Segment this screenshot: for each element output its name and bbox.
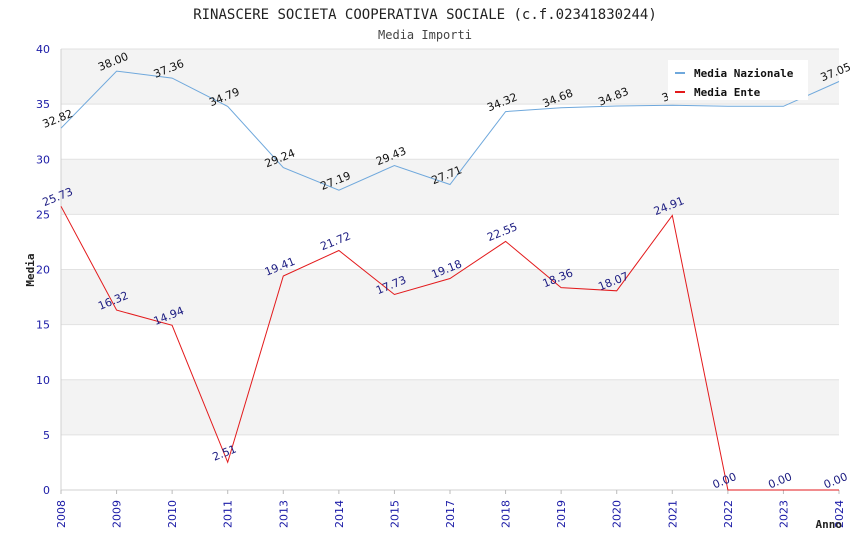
x-tick-label: 2022 [722,500,735,528]
grid-band [61,379,839,435]
y-tick-label: 30 [36,153,50,166]
x-tick-label: 2020 [611,500,624,528]
series-line-media-ente [60,206,839,491]
legend-entry: Media Nazionale [694,67,794,80]
data-label: 0.00 [711,470,739,491]
legend-entry: Media Ente [694,86,761,99]
x-tick-label: 2014 [333,500,346,528]
x-tick-label: 2024 [833,500,846,528]
x-tick-label: 2021 [666,500,679,528]
data-label: 2.51 [211,442,239,463]
y-axis-label: Media [24,253,37,286]
x-tick-label: 2015 [388,500,401,528]
x-axis-label: Anno [816,518,843,531]
y-tick-label: 10 [36,374,50,387]
series-line-media-nazionale [60,70,840,191]
x-tick-label: 2009 [111,500,124,528]
x-tick-label: 2019 [555,500,568,528]
y-tick-label: 0 [43,484,50,497]
chart-title: RINASCERE SOCIETA COOPERATIVA SOCIALE (c… [193,7,657,23]
axes: 0 5 10 15 20 25 30 35 40 2008 2009 2010 2011 2013 2014… [36,43,846,528]
grid-band [61,159,839,215]
y-tick-label: 15 [36,319,50,332]
y-tick-label: 25 [36,208,50,221]
legend-box [668,60,808,100]
data-label: 0.00 [822,470,850,491]
x-tick-label: 2013 [277,500,290,528]
x-tick-label: 2008 [55,500,68,528]
chart-subtitle: Media Importi [378,28,472,42]
x-tick-label: 2010 [166,500,179,528]
x-tick-label: 2011 [222,500,235,528]
y-tick-label: 35 [36,98,50,111]
x-tick-label: 2017 [444,500,457,528]
x-tick-label: 2023 [777,500,790,528]
x-tick-label: 2018 [500,500,513,528]
y-tick-label: 40 [36,43,50,56]
data-label: 0.00 [766,470,794,491]
legend: Media Nazionale Media Ente [668,60,808,100]
y-tick-label: 20 [36,264,50,277]
data-label: 21.72 [319,229,353,253]
data-label: 22.55 [485,220,519,244]
series-layer [60,70,840,491]
y-tick-label: 5 [43,429,50,442]
grid-bands [61,49,839,435]
